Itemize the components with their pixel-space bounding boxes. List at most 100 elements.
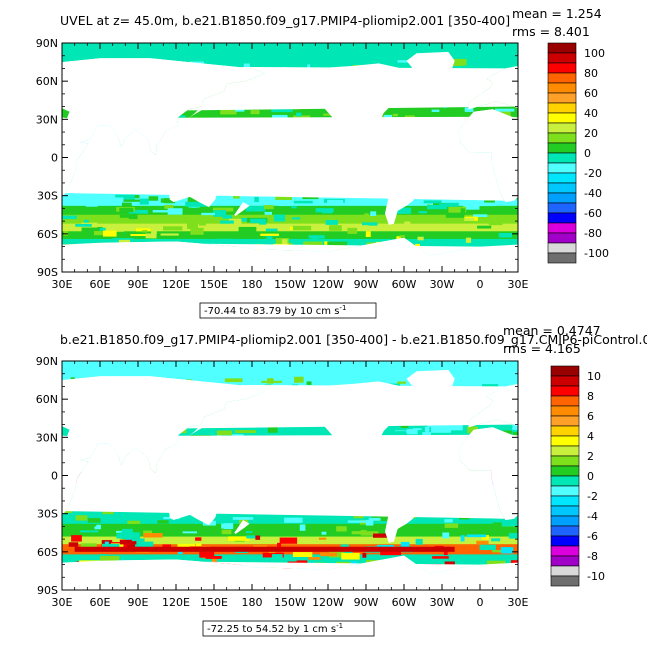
field-cell xyxy=(102,543,120,547)
lon-tick-label: 0 xyxy=(477,596,484,609)
lat-tick-label: 30S xyxy=(37,190,58,203)
field-cell xyxy=(336,526,347,532)
field-cell xyxy=(152,210,173,213)
colorbar-label: 8 xyxy=(587,390,594,403)
field-cell xyxy=(177,543,196,549)
field-cell xyxy=(279,537,298,544)
field-cell xyxy=(94,524,101,530)
field-cell xyxy=(246,535,258,539)
land-polygon xyxy=(377,460,436,543)
colorbar-swatch xyxy=(547,162,577,174)
land-polygon xyxy=(377,142,436,225)
land-polygon xyxy=(144,469,159,484)
field-cell xyxy=(347,520,367,523)
land-mask xyxy=(62,369,518,590)
field-cell xyxy=(250,218,266,224)
land-polygon xyxy=(252,237,518,272)
colorbar-swatch xyxy=(547,92,577,104)
field-cell xyxy=(127,520,141,524)
field-cell xyxy=(311,237,318,245)
field-cell xyxy=(465,237,472,243)
lon-tick-label: 90E xyxy=(128,278,149,291)
field-cell xyxy=(439,203,455,206)
colorbar-label: -100 xyxy=(584,247,609,260)
field-cell xyxy=(264,211,273,215)
field-cell xyxy=(492,550,503,553)
field-cell xyxy=(444,523,459,528)
colorbar-swatch xyxy=(547,212,577,224)
field-cell xyxy=(303,241,323,249)
lat-tick-label: 60S xyxy=(37,546,58,559)
colorbar-label: 10 xyxy=(587,370,601,383)
contour-range-box xyxy=(199,302,377,319)
land-polygon xyxy=(406,369,455,396)
land-polygon xyxy=(472,83,482,94)
field-cell xyxy=(219,220,234,224)
field-cell xyxy=(166,523,179,531)
colorbar-swatch xyxy=(547,112,577,124)
field-cell xyxy=(102,230,117,237)
colorbar-swatch xyxy=(550,545,580,557)
lat-tick-label: 60S xyxy=(37,228,58,241)
field-cell xyxy=(375,234,383,239)
field-cell xyxy=(318,537,327,540)
field-cell xyxy=(99,227,106,231)
field-cell xyxy=(400,541,410,548)
field-cell xyxy=(250,110,260,115)
field-cell xyxy=(240,217,248,222)
field-cell xyxy=(463,203,480,210)
field-cell xyxy=(339,376,353,380)
lon-tick-label: 30W xyxy=(430,596,455,609)
field-cell xyxy=(221,523,232,529)
field-cell xyxy=(517,86,518,94)
field-cell xyxy=(476,540,489,545)
field-cell xyxy=(273,214,286,222)
field-cell xyxy=(254,196,259,203)
field-cell xyxy=(115,194,135,201)
field-cell xyxy=(224,378,243,383)
colorbar-swatch xyxy=(550,475,580,487)
field-cell xyxy=(75,515,88,521)
field-cell xyxy=(105,228,124,232)
field-cell xyxy=(467,426,479,434)
colorbar-label: 4 xyxy=(587,430,594,443)
field-cell xyxy=(295,112,302,117)
field-cell xyxy=(84,219,89,223)
field-cell xyxy=(271,106,293,113)
field-cell xyxy=(143,533,163,538)
field-cell xyxy=(182,531,198,534)
colorbar-swatch xyxy=(547,102,577,114)
field-cell xyxy=(424,426,430,432)
field-cell xyxy=(313,215,331,218)
field-cell xyxy=(163,226,183,231)
colorbar-swatch xyxy=(550,415,580,427)
field-cell xyxy=(411,518,428,523)
field-cell xyxy=(481,535,489,540)
field-cell xyxy=(81,226,103,233)
colorbar-swatch xyxy=(547,62,577,74)
colorbar-label: 20 xyxy=(584,127,598,140)
field-cell xyxy=(127,526,141,530)
field-cell xyxy=(244,113,265,119)
field-cell xyxy=(444,561,455,567)
colorbar-swatch xyxy=(547,42,577,54)
field-cell xyxy=(359,232,366,237)
lon-tick-label: 150W xyxy=(274,278,306,291)
field-cell xyxy=(221,529,232,535)
field-cell xyxy=(399,235,405,238)
colorbar-swatch xyxy=(550,555,580,567)
lon-tick-label: 120W xyxy=(312,596,344,609)
field-cell xyxy=(195,543,202,547)
field-cell xyxy=(218,238,234,245)
field-cell xyxy=(219,58,240,66)
field-cell xyxy=(131,538,143,542)
field-cell xyxy=(300,381,310,384)
field-cell xyxy=(187,231,193,235)
field-cell xyxy=(404,221,411,228)
colorbar-swatch xyxy=(550,515,580,527)
lon-tick-label: 60E xyxy=(90,278,111,291)
field-cell xyxy=(151,227,157,234)
field-cell xyxy=(291,206,297,209)
